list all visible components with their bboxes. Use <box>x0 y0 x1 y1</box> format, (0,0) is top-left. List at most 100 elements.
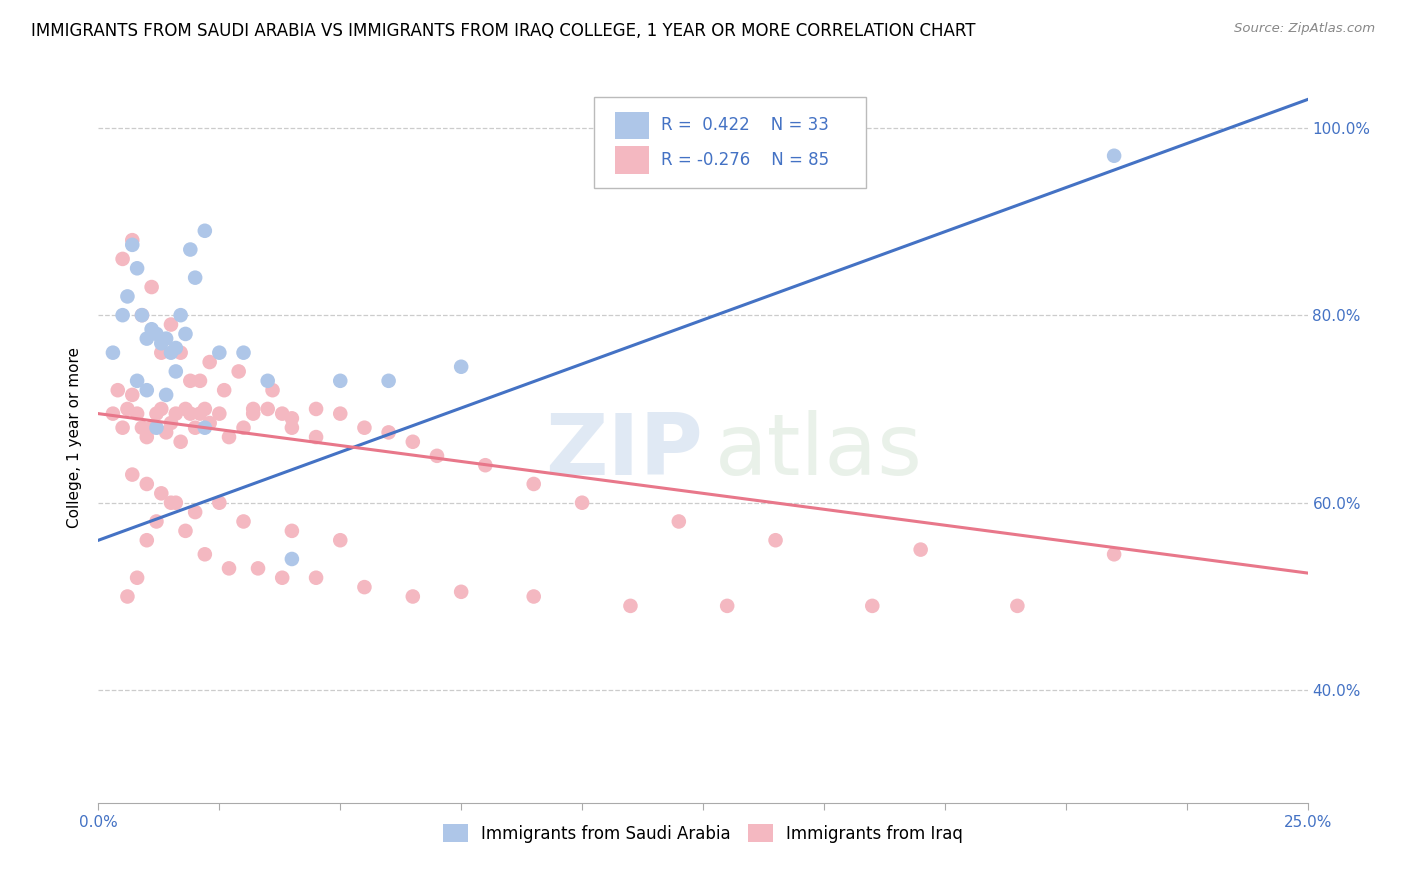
Point <box>523 477 546 491</box>
Point <box>184 420 207 434</box>
Point <box>160 318 183 332</box>
Point <box>127 261 149 276</box>
Point <box>160 416 183 430</box>
Point <box>305 571 328 585</box>
Point <box>179 243 201 257</box>
Point <box>668 172 690 186</box>
Point <box>426 449 449 463</box>
Point <box>377 374 399 388</box>
Point <box>127 374 149 388</box>
Point <box>450 359 472 374</box>
Point <box>198 416 221 430</box>
Point <box>208 345 231 359</box>
Point <box>242 401 264 416</box>
Point <box>218 430 240 444</box>
Point <box>141 280 163 294</box>
Point <box>281 420 304 434</box>
Point <box>174 524 197 538</box>
Point <box>281 524 304 538</box>
Point <box>232 420 254 434</box>
Point <box>329 374 352 388</box>
Point <box>107 383 129 397</box>
Point <box>377 425 399 440</box>
Point <box>141 322 163 336</box>
Point <box>194 224 217 238</box>
Text: IMMIGRANTS FROM SAUDI ARABIA VS IMMIGRANTS FROM IRAQ COLLEGE, 1 YEAR OR MORE COR: IMMIGRANTS FROM SAUDI ARABIA VS IMMIGRAN… <box>31 22 976 40</box>
Point <box>353 420 375 434</box>
Point <box>135 533 157 548</box>
Point <box>194 420 217 434</box>
Point <box>716 599 738 613</box>
Point <box>135 430 157 444</box>
Point <box>1102 149 1125 163</box>
Text: Source: ZipAtlas.com: Source: ZipAtlas.com <box>1234 22 1375 36</box>
Point <box>179 374 201 388</box>
Point <box>111 420 134 434</box>
Point <box>150 486 173 500</box>
Point <box>1007 599 1029 613</box>
Point <box>194 401 217 416</box>
Point <box>208 407 231 421</box>
Point <box>101 345 124 359</box>
Point <box>145 515 167 529</box>
Point <box>256 374 278 388</box>
Point <box>262 383 284 397</box>
Point <box>474 458 496 473</box>
Point <box>194 547 217 561</box>
Legend: Immigrants from Saudi Arabia, Immigrants from Iraq: Immigrants from Saudi Arabia, Immigrants… <box>436 817 970 849</box>
Point <box>256 401 278 416</box>
Point <box>135 332 157 346</box>
Point <box>329 407 352 421</box>
Point <box>111 252 134 266</box>
Point <box>160 345 183 359</box>
Point <box>179 407 201 421</box>
Point <box>155 332 177 346</box>
Point <box>184 505 207 519</box>
FancyBboxPatch shape <box>614 112 648 139</box>
Point <box>165 341 187 355</box>
Point <box>117 401 139 416</box>
Point <box>174 326 197 341</box>
Point <box>165 407 187 421</box>
Point <box>571 496 593 510</box>
Text: R = -0.276    N = 85: R = -0.276 N = 85 <box>661 151 828 169</box>
Point <box>402 590 425 604</box>
Point <box>198 355 221 369</box>
Point <box>121 388 143 402</box>
Point <box>155 388 177 402</box>
Point <box>135 477 157 491</box>
Point <box>271 407 294 421</box>
Point <box>121 237 143 252</box>
Point <box>150 345 173 359</box>
Y-axis label: College, 1 year or more: College, 1 year or more <box>67 347 83 527</box>
Point <box>165 364 187 378</box>
Point <box>232 515 254 529</box>
Text: ZIP: ZIP <box>546 410 703 493</box>
Point <box>127 407 149 421</box>
Point <box>145 407 167 421</box>
Point <box>765 533 787 548</box>
Point <box>101 407 124 421</box>
Point <box>305 401 328 416</box>
Text: atlas: atlas <box>716 410 924 493</box>
Point <box>141 420 163 434</box>
Point <box>242 407 264 421</box>
Point <box>131 308 153 322</box>
Point <box>228 364 250 378</box>
Point <box>121 467 143 482</box>
Point <box>174 401 197 416</box>
FancyBboxPatch shape <box>595 97 866 188</box>
Point <box>329 533 352 548</box>
Text: R =  0.422    N = 33: R = 0.422 N = 33 <box>661 117 828 135</box>
Point <box>145 326 167 341</box>
Point <box>188 407 211 421</box>
Point <box>232 345 254 359</box>
Point <box>218 561 240 575</box>
Point <box>131 420 153 434</box>
Point <box>117 590 139 604</box>
Point <box>145 420 167 434</box>
Point <box>121 233 143 247</box>
Point <box>353 580 375 594</box>
Point <box>155 425 177 440</box>
Point <box>523 590 546 604</box>
